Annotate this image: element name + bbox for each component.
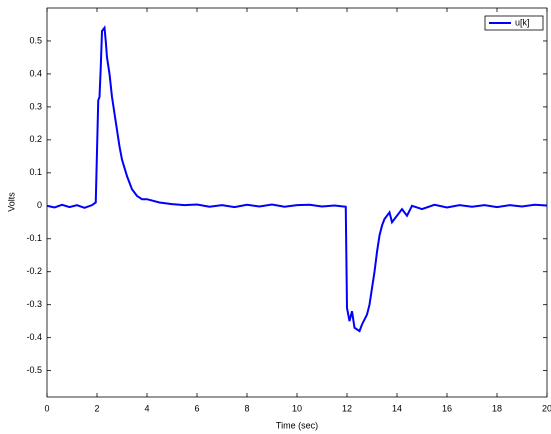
- data-line: [46, 25, 548, 333]
- y-tick-label: 0: [37, 200, 42, 210]
- x-tick-label: 0: [44, 403, 49, 413]
- y-tick-label: 0.3: [29, 101, 42, 111]
- y-tick-label: -0.3: [26, 299, 42, 309]
- x-tick-label: 2: [94, 403, 99, 413]
- y-tick-label: 0.2: [29, 134, 42, 144]
- y-axis-label: Volts: [6, 192, 16, 212]
- x-tick-label: 20: [542, 403, 551, 413]
- x-tick-label: 4: [144, 403, 149, 413]
- plot-frame: [46, 7, 548, 398]
- y-tick-label: -0.2: [26, 266, 42, 276]
- x-tick-label: 16: [442, 403, 452, 413]
- y-tick-label: -0.5: [26, 365, 42, 375]
- y-tick-label: 0.5: [29, 35, 42, 45]
- legend-label: u[k]: [515, 17, 530, 27]
- x-tick-label: 10: [292, 403, 302, 413]
- legend-box: [484, 15, 544, 31]
- y-tick-label: 0.1: [29, 167, 42, 177]
- y-tick-label: 0.4: [29, 68, 42, 78]
- y-tick-label: -0.4: [26, 332, 42, 342]
- x-tick-label: 12: [342, 403, 352, 413]
- x-tick-label: 14: [392, 403, 402, 413]
- x-tick-label: 18: [492, 403, 502, 413]
- y-tick-label: -0.1: [26, 233, 42, 243]
- x-tick-label: 8: [244, 403, 249, 413]
- x-tick-label: 6: [194, 403, 199, 413]
- x-axis-label: Time (sec): [276, 420, 318, 430]
